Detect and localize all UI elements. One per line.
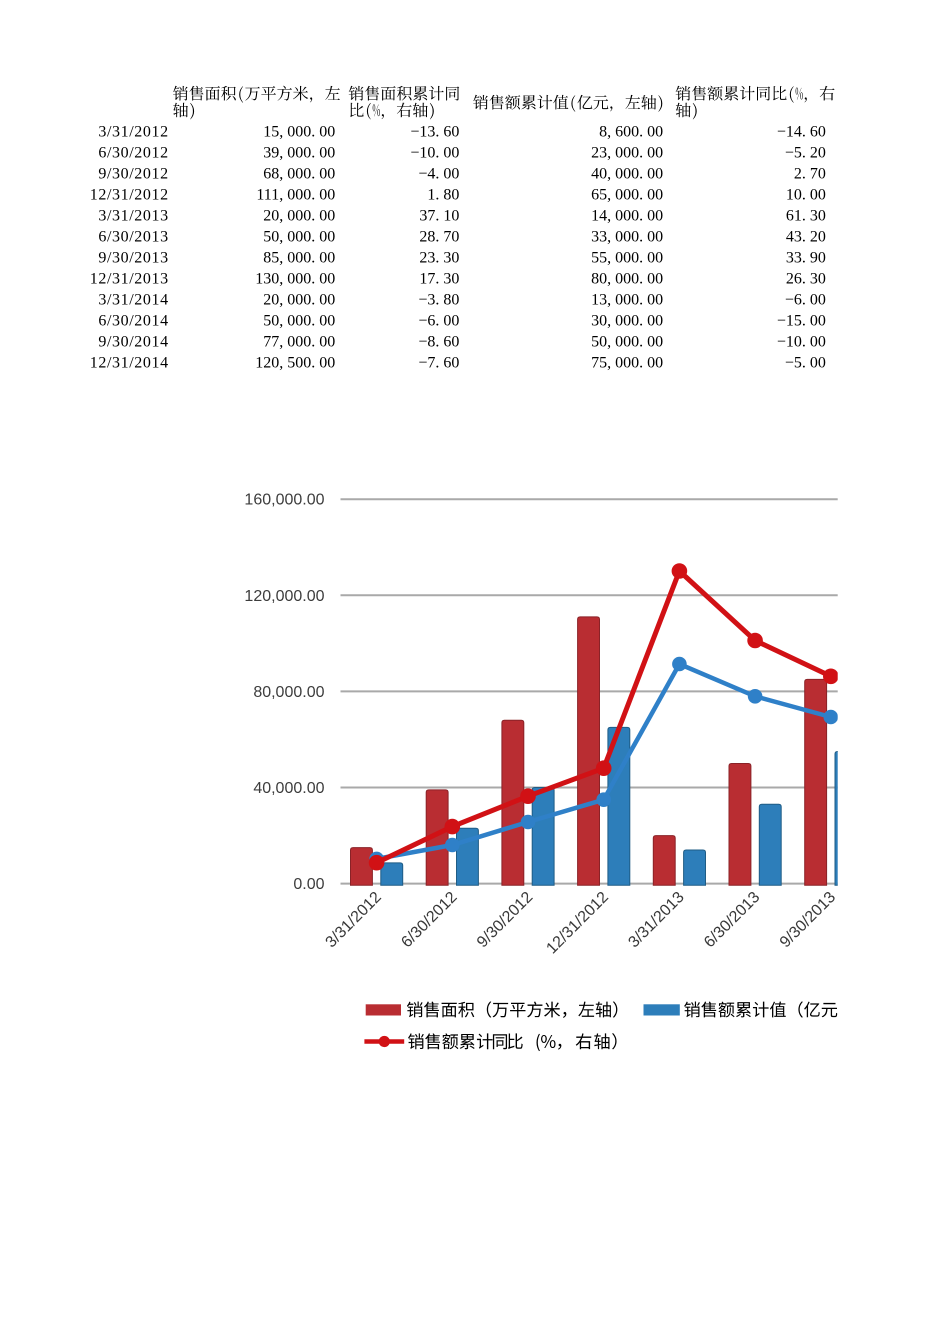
svg-text:40,000.00: 40,000.00 <box>253 780 324 797</box>
svg-text:17. 30: 17. 30 <box>419 271 459 288</box>
svg-text:23. 30: 23. 30 <box>419 250 459 267</box>
svg-text:75, 000. 00: 75, 000. 00 <box>591 355 663 372</box>
svg-text:120,000.00: 120,000.00 <box>244 588 324 605</box>
svg-text:−4. 00: −4. 00 <box>418 165 459 182</box>
svg-text:40, 000. 00: 40, 000. 00 <box>591 165 663 182</box>
svg-text:12/31/2013: 12/31/2013 <box>90 271 169 288</box>
svg-text:20, 000. 00: 20, 000. 00 <box>263 208 335 225</box>
svg-text:111, 000. 00: 111, 000. 00 <box>256 186 335 203</box>
svg-text:120, 500. 00: 120, 500. 00 <box>255 355 335 372</box>
svg-text:3/31/2012: 3/31/2012 <box>323 889 385 951</box>
svg-text:12/31/2012: 12/31/2012 <box>90 186 169 203</box>
svg-text:−15. 00: −15. 00 <box>777 313 826 330</box>
svg-text:68, 000. 00: 68, 000. 00 <box>263 165 335 182</box>
svg-text:65, 000. 00: 65, 000. 00 <box>591 186 663 203</box>
svg-text:1. 80: 1. 80 <box>427 186 459 203</box>
svg-text:28. 70: 28. 70 <box>419 229 459 246</box>
svg-text:3/31/2014: 3/31/2014 <box>98 292 168 309</box>
svg-text:80,000.00: 80,000.00 <box>253 684 324 701</box>
svg-text:6/30/2012: 6/30/2012 <box>98 144 168 161</box>
svg-text:−7. 60: −7. 60 <box>418 355 459 372</box>
svg-text:23, 000. 00: 23, 000. 00 <box>591 144 663 161</box>
svg-text:−6. 00: −6. 00 <box>418 313 459 330</box>
svg-text:−10. 00: −10. 00 <box>410 144 459 161</box>
svg-text:10. 00: 10. 00 <box>786 186 826 203</box>
svg-text:0.00: 0.00 <box>293 876 324 893</box>
svg-text:6/30/2012: 6/30/2012 <box>398 889 460 951</box>
svg-text:12/31/2012: 12/31/2012 <box>543 889 612 958</box>
svg-text:9/30/2012: 9/30/2012 <box>98 165 168 182</box>
svg-text:61. 30: 61. 30 <box>786 208 826 225</box>
svg-text:6/30/2013: 6/30/2013 <box>701 889 763 951</box>
svg-text:−13. 60: −13. 60 <box>410 123 459 140</box>
svg-text:8, 600. 00: 8, 600. 00 <box>599 123 663 140</box>
svg-text:3/31/2012: 3/31/2012 <box>98 123 168 140</box>
svg-text:6/30/2013: 6/30/2013 <box>98 229 168 246</box>
svg-text:55, 000. 00: 55, 000. 00 <box>591 250 663 267</box>
svg-text:−6. 00: −6. 00 <box>785 292 826 309</box>
svg-text:37. 10: 37. 10 <box>419 208 459 225</box>
svg-text:9/30/2014: 9/30/2014 <box>98 334 168 351</box>
svg-text:−8. 60: −8. 60 <box>418 334 459 351</box>
svg-text:9/30/2013: 9/30/2013 <box>777 889 839 951</box>
svg-text:33, 000. 00: 33, 000. 00 <box>591 229 663 246</box>
svg-text:2. 70: 2. 70 <box>794 165 826 182</box>
svg-text:12/31/2014: 12/31/2014 <box>90 355 169 372</box>
svg-text:−10. 00: −10. 00 <box>777 334 826 351</box>
svg-text:160,000.00: 160,000.00 <box>244 492 324 509</box>
svg-text:50, 000. 00: 50, 000. 00 <box>263 229 335 246</box>
svg-text:13, 000. 00: 13, 000. 00 <box>591 292 663 309</box>
svg-text:77, 000. 00: 77, 000. 00 <box>263 334 335 351</box>
svg-text:50, 000. 00: 50, 000. 00 <box>263 313 335 330</box>
svg-text:3/31/2013: 3/31/2013 <box>625 889 687 951</box>
svg-text:9/30/2012: 9/30/2012 <box>474 889 536 951</box>
svg-text:26. 30: 26. 30 <box>786 271 826 288</box>
svg-text:85, 000. 00: 85, 000. 00 <box>263 250 335 267</box>
svg-text:−5. 00: −5. 00 <box>785 355 826 372</box>
svg-text:3/31/2013: 3/31/2013 <box>98 208 168 225</box>
svg-text:9/30/2013: 9/30/2013 <box>98 250 168 267</box>
svg-text:15, 000. 00: 15, 000. 00 <box>263 123 335 140</box>
svg-text:50, 000. 00: 50, 000. 00 <box>591 334 663 351</box>
svg-text:39, 000. 00: 39, 000. 00 <box>263 144 335 161</box>
svg-text:−3. 80: −3. 80 <box>418 292 459 309</box>
svg-text:14, 000. 00: 14, 000. 00 <box>591 208 663 225</box>
svg-text:33. 90: 33. 90 <box>786 250 826 267</box>
svg-text:6/30/2014: 6/30/2014 <box>98 313 168 330</box>
svg-text:130, 000. 00: 130, 000. 00 <box>255 271 335 288</box>
svg-text:43. 20: 43. 20 <box>786 229 826 246</box>
svg-text:−14. 60: −14. 60 <box>777 123 826 140</box>
svg-text:80, 000. 00: 80, 000. 00 <box>591 271 663 288</box>
svg-text:20, 000. 00: 20, 000. 00 <box>263 292 335 309</box>
svg-text:−5. 20: −5. 20 <box>785 144 826 161</box>
svg-text:30, 000. 00: 30, 000. 00 <box>591 313 663 330</box>
